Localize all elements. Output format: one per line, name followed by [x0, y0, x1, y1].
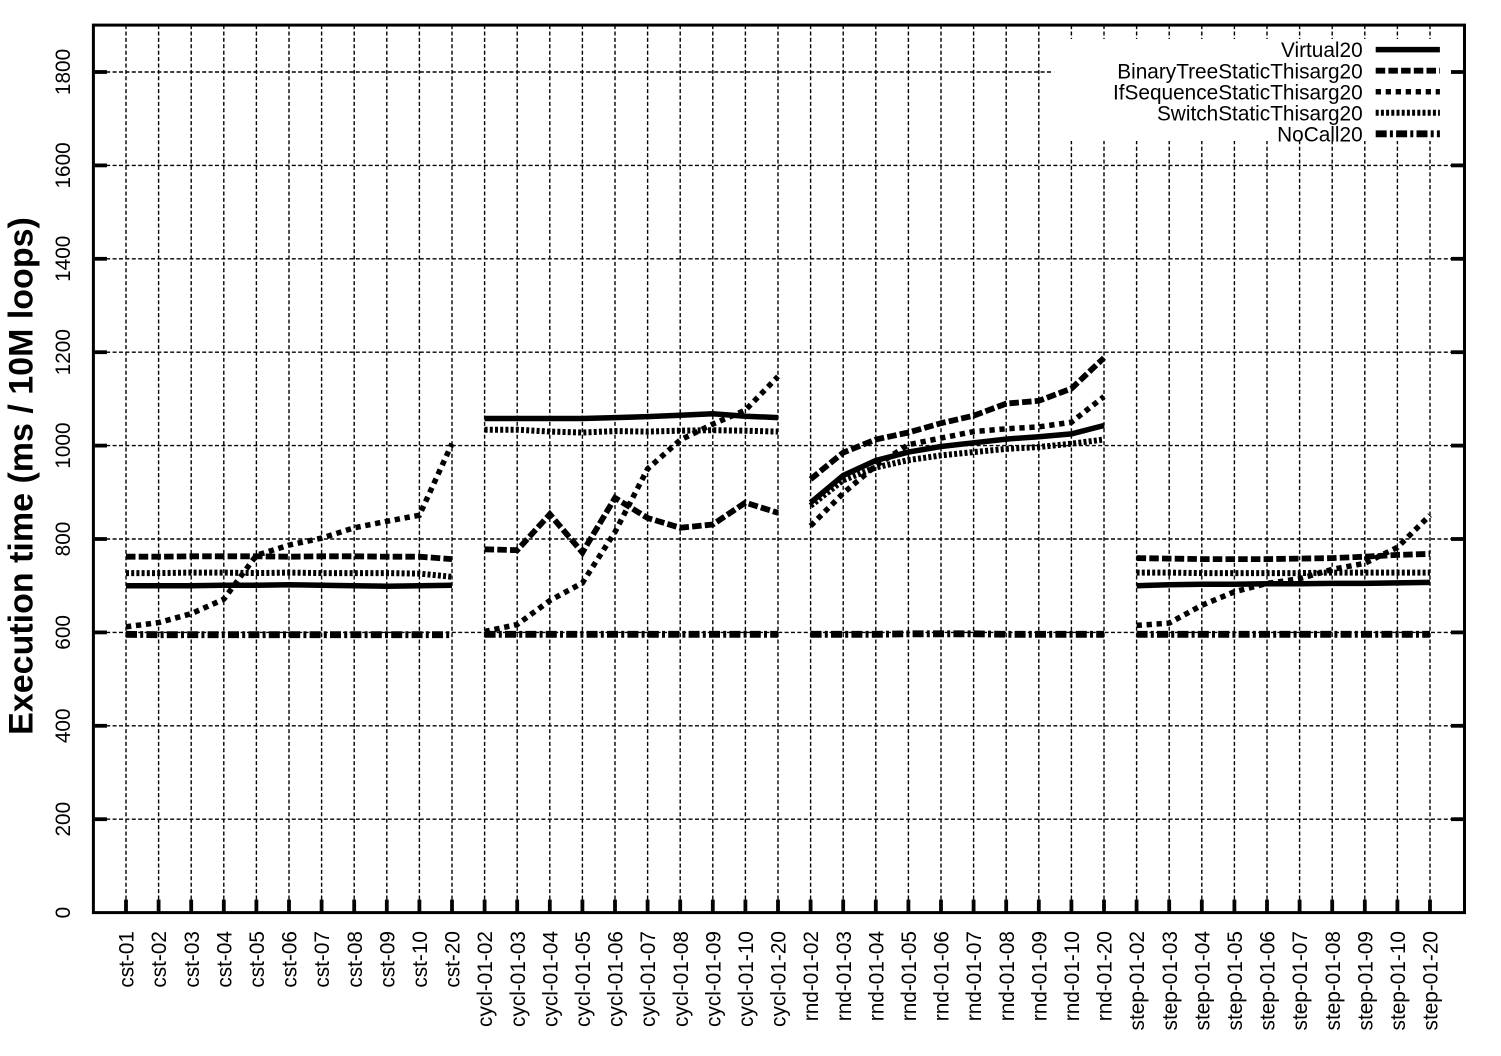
svg-text:rnd-01-08: rnd-01-08 — [996, 931, 1019, 1021]
svg-text:200: 200 — [52, 802, 75, 837]
svg-text:cst-06: cst-06 — [279, 931, 302, 988]
svg-text:cycl-01-09: cycl-01-09 — [702, 931, 725, 1027]
svg-text:cst-07: cst-07 — [311, 931, 334, 988]
svg-text:cycl-01-03: cycl-01-03 — [507, 931, 530, 1027]
svg-text:1600: 1600 — [52, 142, 75, 188]
svg-text:step-01-02: step-01-02 — [1126, 931, 1149, 1030]
svg-text:cycl-01-07: cycl-01-07 — [637, 931, 660, 1027]
svg-text:cst-03: cst-03 — [181, 931, 204, 988]
svg-text:IfSequenceStaticThisarg20: IfSequenceStaticThisarg20 — [1113, 81, 1363, 104]
svg-text:step-01-05: step-01-05 — [1224, 931, 1247, 1030]
svg-text:cst-08: cst-08 — [344, 931, 367, 988]
svg-text:cycl-01-06: cycl-01-06 — [605, 931, 628, 1027]
svg-text:1200: 1200 — [52, 329, 75, 375]
svg-text:NoCall20: NoCall20 — [1277, 123, 1363, 146]
svg-text:cst-04: cst-04 — [213, 931, 236, 988]
svg-text:cst-09: cst-09 — [376, 931, 399, 988]
svg-text:rnd-01-07: rnd-01-07 — [963, 931, 986, 1021]
svg-text:cycl-01-10: cycl-01-10 — [735, 931, 758, 1027]
svg-text:step-01-10: step-01-10 — [1387, 931, 1410, 1030]
svg-text:step-01-20: step-01-20 — [1420, 931, 1443, 1030]
svg-text:cycl-01-02: cycl-01-02 — [474, 931, 497, 1027]
svg-text:rnd-01-09: rnd-01-09 — [1028, 931, 1051, 1021]
svg-text:rnd-01-04: rnd-01-04 — [865, 931, 888, 1021]
svg-text:600: 600 — [52, 615, 75, 650]
svg-text:cycl-01-08: cycl-01-08 — [670, 931, 693, 1027]
svg-text:rnd-01-10: rnd-01-10 — [1061, 931, 1084, 1021]
svg-text:step-01-08: step-01-08 — [1322, 931, 1345, 1030]
svg-text:BinaryTreeStaticThisarg20: BinaryTreeStaticThisarg20 — [1117, 60, 1362, 83]
svg-text:0: 0 — [52, 907, 75, 919]
svg-text:cycl-01-04: cycl-01-04 — [539, 931, 562, 1027]
svg-text:rnd-01-03: rnd-01-03 — [833, 931, 856, 1021]
svg-text:step-01-09: step-01-09 — [1354, 931, 1377, 1030]
svg-text:cycl-01-05: cycl-01-05 — [572, 931, 595, 1027]
svg-text:cycl-01-20: cycl-01-20 — [768, 931, 791, 1027]
svg-text:step-01-07: step-01-07 — [1289, 931, 1312, 1030]
svg-text:1800: 1800 — [52, 49, 75, 95]
svg-text:step-01-04: step-01-04 — [1191, 931, 1214, 1030]
svg-text:Execution time (ms / 10M loops: Execution time (ms / 10M loops) — [3, 217, 41, 735]
svg-text:cst-20: cst-20 — [442, 931, 465, 988]
svg-text:cst-02: cst-02 — [148, 931, 171, 988]
svg-text:step-01-06: step-01-06 — [1257, 931, 1280, 1030]
svg-text:cst-01: cst-01 — [116, 931, 139, 988]
svg-text:1000: 1000 — [52, 422, 75, 468]
svg-text:cst-10: cst-10 — [409, 931, 432, 988]
svg-text:rnd-01-06: rnd-01-06 — [931, 931, 954, 1021]
svg-text:1400: 1400 — [52, 236, 75, 282]
svg-text:rnd-01-20: rnd-01-20 — [1094, 931, 1117, 1021]
svg-text:cst-05: cst-05 — [246, 931, 269, 988]
svg-text:SwitchStaticThisarg20: SwitchStaticThisarg20 — [1157, 102, 1363, 125]
svg-text:step-01-03: step-01-03 — [1159, 931, 1182, 1030]
svg-text:rnd-01-05: rnd-01-05 — [898, 931, 921, 1021]
svg-text:Virtual20: Virtual20 — [1281, 39, 1363, 62]
svg-text:400: 400 — [52, 708, 75, 743]
svg-text:800: 800 — [52, 522, 75, 557]
svg-text:rnd-01-02: rnd-01-02 — [800, 931, 823, 1021]
